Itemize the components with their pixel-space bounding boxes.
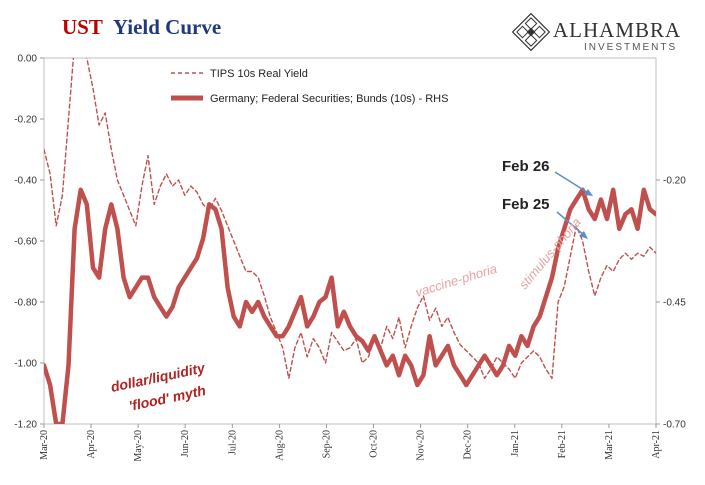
x-tick-label: Jan-21: [510, 430, 521, 457]
x-tick-label: Jun-20: [180, 430, 191, 457]
right-y-tick-label: -0.70: [663, 420, 686, 431]
x-tick-label: Dec-20: [463, 430, 474, 459]
annotation-arrow-feb26: [554, 171, 591, 195]
x-tick-label: Nov-20: [416, 430, 427, 461]
annotation-vaccine-phoria: vaccine-phoria: [413, 261, 498, 300]
x-tick-label: Aug-20: [274, 430, 285, 461]
x-tick-label: Mar-21: [604, 430, 615, 460]
x-tick-label: May-20: [133, 430, 144, 462]
x-tick-label: Feb-21: [557, 430, 568, 458]
x-tick-label: Apr-20: [86, 430, 97, 459]
right-y-tick-label: -0.45: [663, 298, 686, 309]
diamond-logo-icon: [511, 12, 551, 52]
left-y-tick-label: -1.00: [14, 359, 37, 370]
x-tick-label: Sep-20: [321, 430, 332, 458]
legend-label-bunds: Germany; Federal Securities; Bunds (10s)…: [210, 93, 448, 105]
legend: TIPS 10s Real Yield Germany; Federal Sec…: [171, 68, 448, 105]
left-y-tick-label: -0.60: [14, 237, 37, 248]
series-line-tips: [44, 58, 656, 379]
title-rest: Yield Curve: [113, 15, 221, 39]
annotation-feb25: Feb 25: [502, 196, 550, 213]
arrow-head-feb26-icon: [584, 189, 593, 196]
right-y-tick-label: -0.20: [663, 176, 686, 187]
series-group: [44, 58, 656, 424]
annotation-feb26: Feb 26: [502, 158, 550, 175]
logo-sub: INVESTMENTS: [584, 42, 677, 53]
x-tick-label: Jul-20: [227, 430, 238, 455]
x-tick-label: Mar-20: [39, 430, 50, 460]
x-axis: Mar-20 Apr-20 May-20 Jun-20 Jul-20 Aug-20 Sep-…: [39, 424, 662, 462]
left-y-tick-label: 0.00: [18, 54, 38, 65]
chart-title: UST Yield Curve: [62, 15, 221, 39]
x-tick-label: Oct-20: [369, 430, 380, 458]
left-y-tick-label: -1.20: [14, 420, 37, 431]
logo-name: ALHAMBRA: [553, 18, 681, 42]
x-tick-label: Apr-21: [651, 430, 662, 459]
left-y-tick-label: -0.80: [14, 298, 37, 309]
right-y-axis: -0.20 -0.45 -0.70: [656, 176, 686, 431]
alhambra-logo: ALHAMBRA INVESTMENTS: [511, 12, 681, 53]
arrow-head-feb25-icon: [579, 231, 588, 239]
left-y-tick-label: -0.40: [14, 176, 37, 187]
annotation-arrow-feb25: [556, 211, 586, 237]
left-y-axis: 0.00 -0.20 -0.40 -0.60 -0.80 -1.00 -1.20: [14, 54, 44, 431]
legend-label-tips: TIPS 10s Real Yield: [210, 68, 308, 80]
left-y-tick-label: -0.20: [14, 115, 37, 126]
series-line-bunds: [44, 187, 656, 424]
title-ust: UST: [62, 15, 103, 39]
